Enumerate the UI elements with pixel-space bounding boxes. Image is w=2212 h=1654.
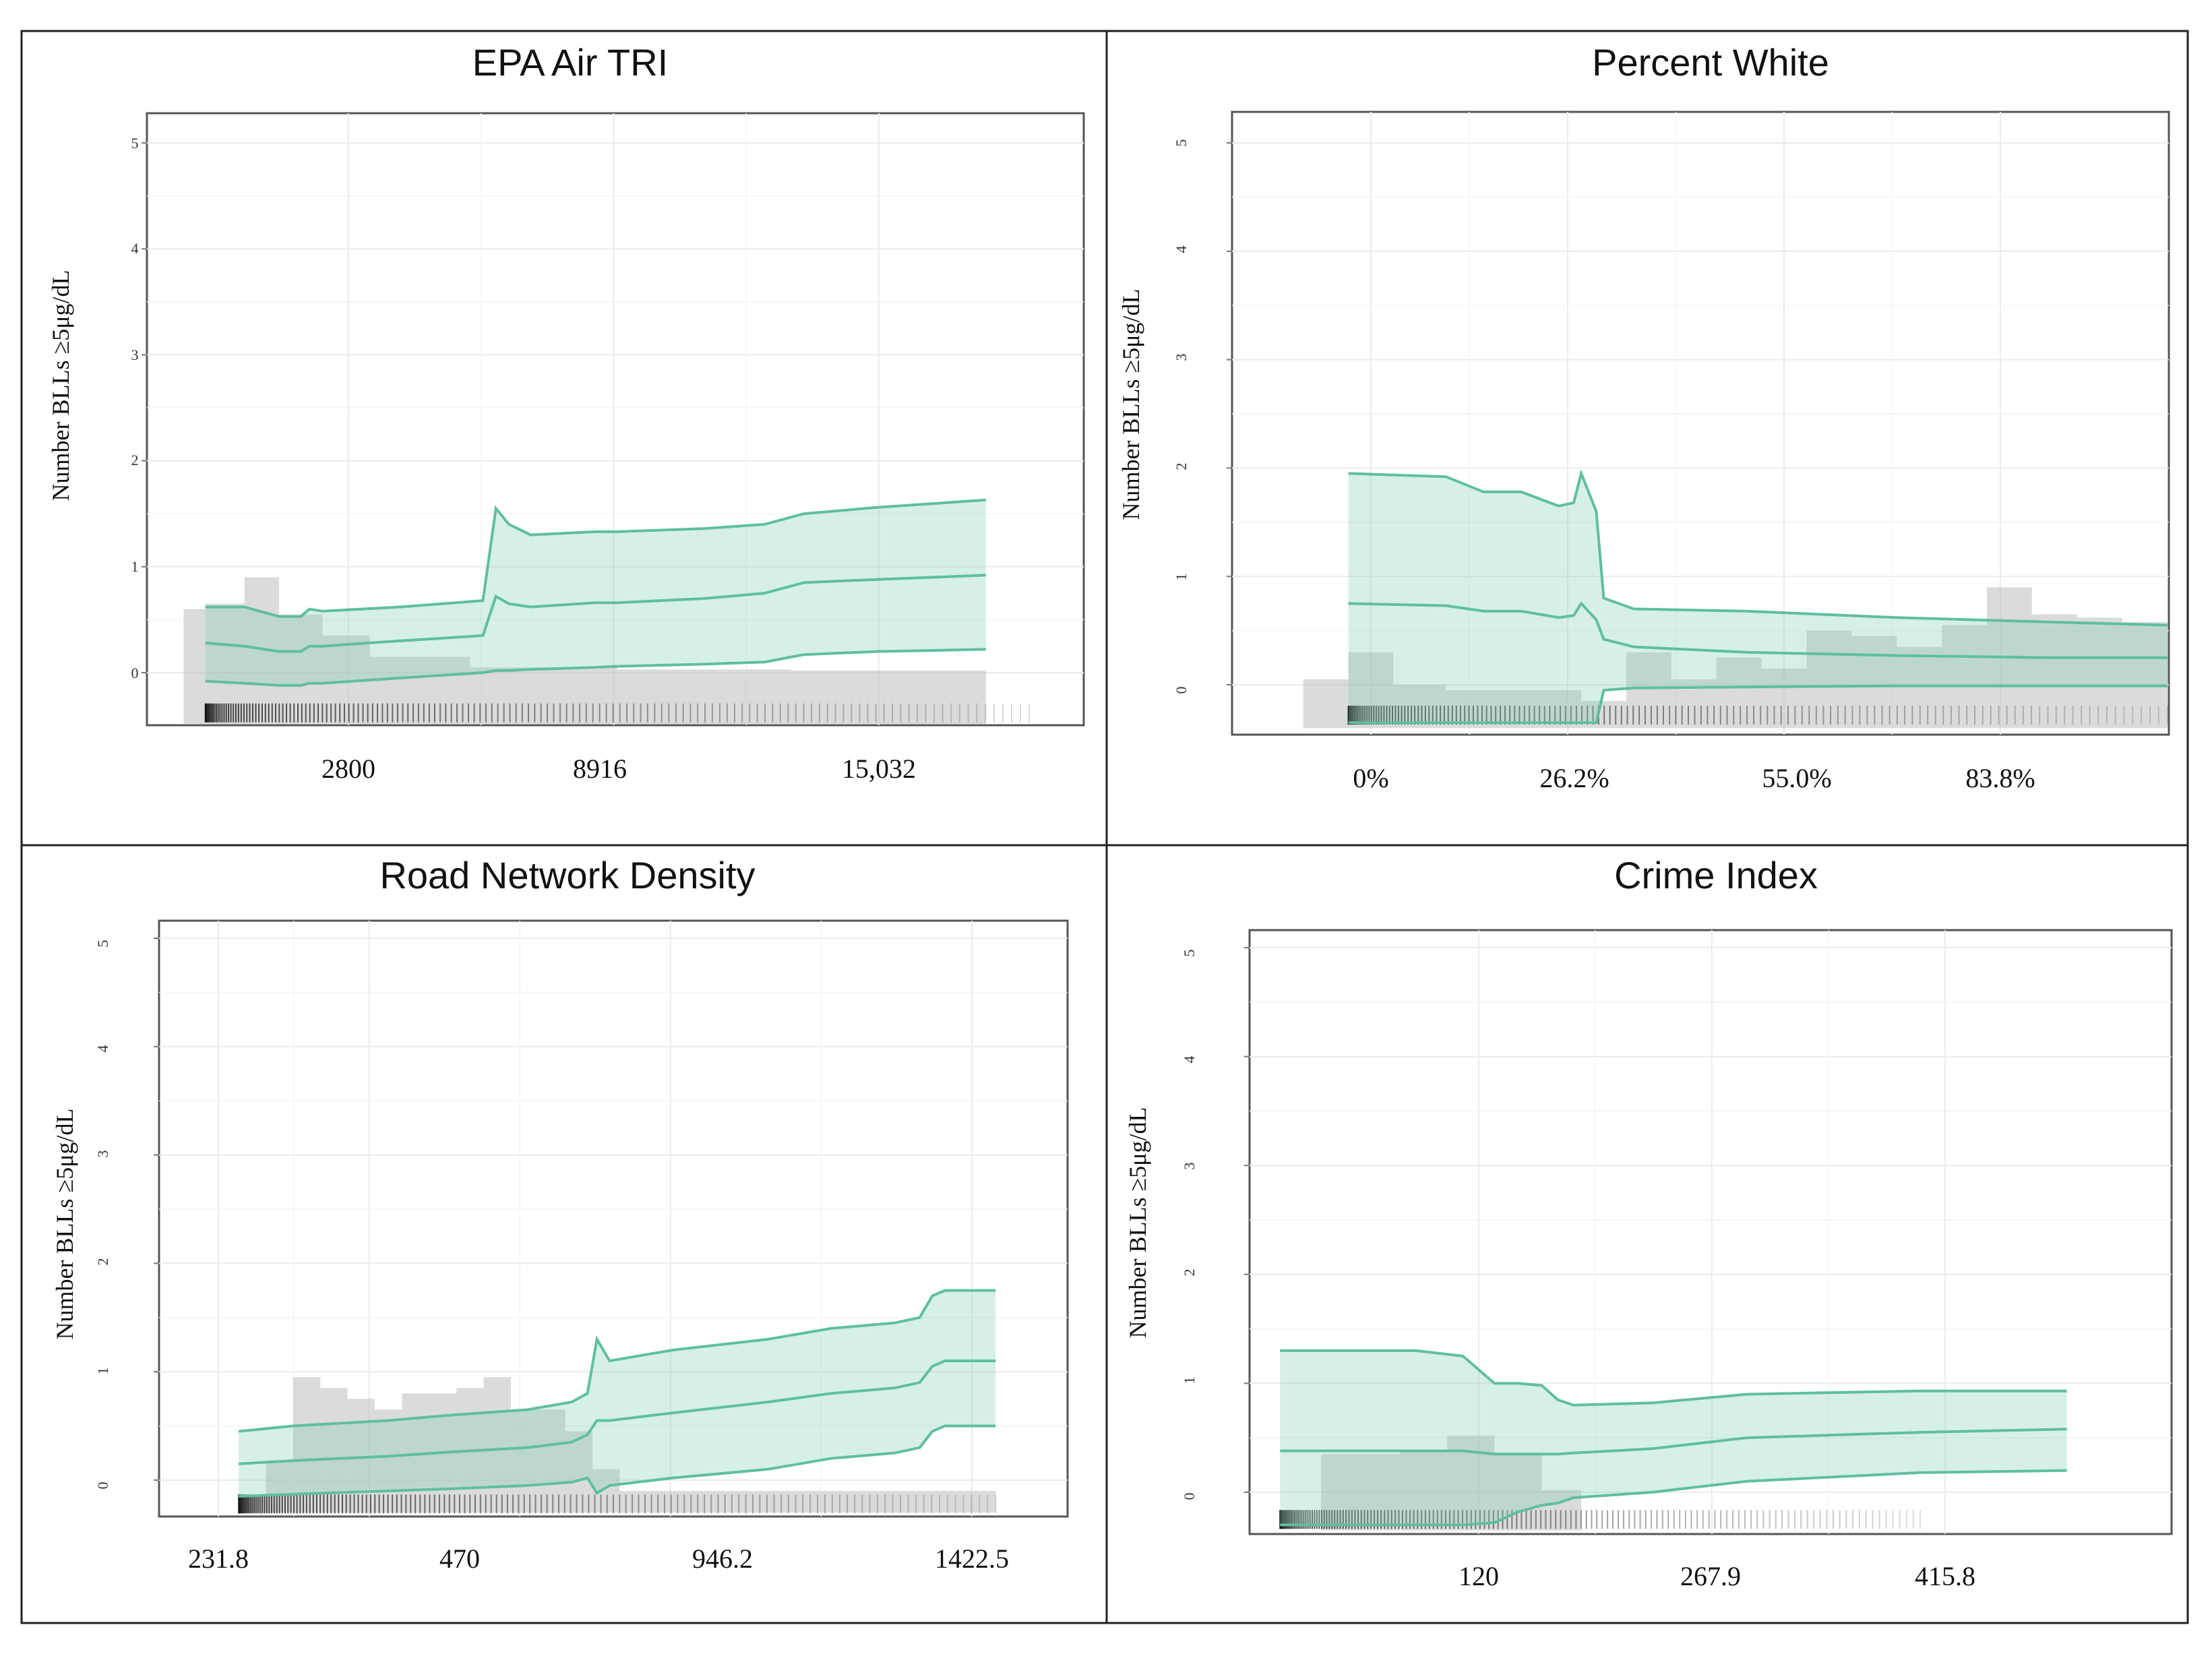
histogram-bar	[565, 1431, 593, 1513]
histogram-bar	[510, 1409, 539, 1513]
y-tick-label: 4	[1173, 246, 1190, 253]
series-line-upper	[1348, 468, 2168, 627]
series-line-upper	[205, 498, 986, 618]
series-line-lower	[205, 648, 986, 687]
histogram-bar	[183, 609, 206, 724]
histogram-bar	[2077, 617, 2122, 729]
figure-frame	[20, 30, 2189, 1624]
panel-title: Road Network Density	[379, 854, 755, 896]
histogram-bar	[370, 656, 470, 724]
series-line-mean	[205, 574, 986, 653]
histogram-bar	[538, 1409, 565, 1513]
histogram-bar	[1761, 668, 1807, 729]
x-tick-label: 120	[1458, 1561, 1499, 1591]
panel-epa-air-tri: EPA Air TRI Number BLLs ≥5μg/dL 2800 891…	[47, 41, 1085, 784]
y-tick-label: 5	[1181, 950, 1198, 957]
plot-area	[1244, 929, 2173, 1535]
rug	[238, 1494, 997, 1514]
y-tick-label: 2	[94, 1258, 111, 1266]
series-line-mean	[1348, 601, 2168, 659]
y-tick-label: 0	[1181, 1493, 1198, 1500]
x-tick-label: 267.9	[1680, 1561, 1741, 1591]
y-tick-label: 0	[131, 665, 139, 681]
series-line-upper	[239, 1289, 996, 1433]
panel-title: EPA Air TRI	[472, 41, 668, 84]
histogram-bar	[1400, 1450, 1448, 1531]
x-tick-label: 83.8%	[1965, 763, 2035, 793]
panel-crime-index: Crime Index Number BLLs ≥5μg/dL 120 267.…	[1124, 854, 2173, 1591]
x-tick-label: 26.2%	[1539, 763, 1609, 793]
y-tick-label: 1	[1181, 1377, 1198, 1384]
x-tick-label: 470	[439, 1543, 480, 1574]
y-tick-label: 2	[1173, 463, 1190, 470]
x-tick-label: 231.8	[188, 1543, 249, 1574]
histogram-bar	[2122, 621, 2168, 729]
histogram-bar	[619, 1491, 647, 1513]
series-line-lower	[239, 1424, 996, 1498]
rug	[204, 703, 1031, 723]
y-axis-label: Number BLLs ≥5μg/dL	[1117, 288, 1144, 520]
histogram-bar	[1851, 636, 1897, 729]
histogram-bar	[1806, 630, 1852, 729]
panel-title: Crime Index	[1614, 854, 1818, 896]
y-tick-label: 1	[94, 1368, 111, 1375]
plot-area	[142, 112, 1085, 727]
x-tick-label: 0%	[1353, 763, 1388, 793]
confidence-band	[1280, 1350, 2067, 1525]
histogram-bar	[1897, 646, 1942, 729]
x-tick-label: 55.0%	[1762, 763, 1831, 793]
plot-area	[154, 919, 1069, 1518]
panel-road-network-density: Road Network Density Number BLLs ≥5μg/dL…	[51, 854, 1069, 1574]
y-tick-label: 4	[1181, 1056, 1198, 1064]
y-tick-label: 1	[131, 558, 139, 575]
y-axis-label: Number BLLs ≥5μg/dL	[47, 270, 74, 501]
histogram-bar	[791, 670, 986, 724]
y-tick-label: 3	[94, 1151, 111, 1158]
plot-border	[1248, 929, 2173, 1535]
series-line-mean	[239, 1359, 996, 1465]
x-tick-label: 15,032	[842, 754, 916, 784]
x-tick-label: 2800	[321, 754, 375, 784]
histogram-bar	[617, 669, 791, 724]
series-line-lower	[1348, 684, 2168, 725]
y-tick-label: 4	[131, 240, 139, 257]
series-line-mean	[1280, 1428, 2067, 1456]
y-tick-label: 5	[94, 940, 111, 948]
x-tick-label: 415.8	[1915, 1561, 1975, 1591]
histogram-bar	[470, 667, 617, 724]
y-axis-label: Number BLLs ≥5μg/dL	[51, 1108, 78, 1339]
y-tick-label: 1	[1173, 574, 1190, 581]
y-tick-label: 5	[1173, 140, 1190, 147]
series-line-lower	[1280, 1469, 2067, 1527]
y-tick-label: 2	[131, 452, 139, 468]
histogram-bar	[1626, 652, 1671, 729]
histogram-bar	[1303, 679, 1349, 729]
confidence-band	[205, 499, 986, 685]
series-line-upper	[1280, 1349, 2067, 1407]
panel-title: Percent White	[1592, 41, 1829, 84]
y-tick-label: 5	[131, 135, 139, 152]
histogram-bar	[2031, 614, 2077, 729]
histogram-bar	[1942, 625, 1987, 729]
confidence-band	[239, 1290, 996, 1497]
x-tick-label: 1422.5	[935, 1543, 1009, 1574]
x-tick-label: 946.2	[692, 1543, 753, 1574]
confidence-band	[1348, 473, 2168, 723]
plot-area	[1227, 111, 2170, 736]
y-tick-label: 0	[1173, 687, 1190, 694]
y-tick-label: 3	[131, 346, 139, 363]
histogram-bar	[646, 1491, 996, 1513]
y-tick-label: 3	[1173, 354, 1190, 361]
y-axis-label: Number BLLs ≥5μg/dL	[1124, 1107, 1151, 1338]
y-tick-label: 2	[1181, 1269, 1198, 1277]
x-tick-label: 8916	[573, 754, 627, 784]
y-tick-label: 4	[94, 1045, 111, 1053]
histogram-bar	[483, 1377, 511, 1513]
histogram-bar	[293, 1377, 321, 1513]
panel-percent-white: Percent White Number BLLs ≥5μg/dL 0% 26.…	[1117, 41, 2170, 793]
histogram-bar	[1716, 657, 1762, 729]
y-tick-label: 3	[1181, 1163, 1198, 1170]
y-tick-label: 0	[94, 1482, 111, 1490]
